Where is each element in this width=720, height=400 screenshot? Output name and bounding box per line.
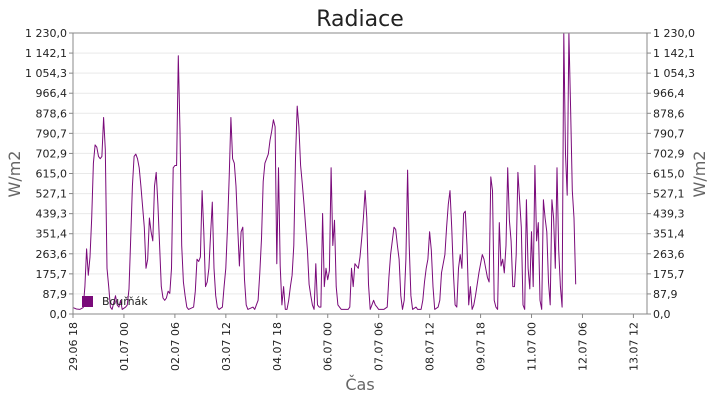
x-axis: 29.06 18 01.07 00 02.07 06 03.07 12 04.07 18…: [67, 314, 640, 371]
x-tick-label: 01.07 00: [118, 322, 131, 371]
y-tick-label-right: 263,6: [653, 248, 685, 261]
legend-swatch: [82, 296, 93, 307]
x-tick-label: 13.07 12: [627, 322, 640, 371]
y-tick-label-right: 175,7: [653, 268, 685, 281]
y-tick-label-right: 1 230,0: [653, 27, 695, 40]
y-tick-label-right: 87,9: [653, 288, 678, 301]
legend-label: Bouřňák: [102, 295, 148, 308]
y-tick-label: 1 142,1: [25, 47, 67, 60]
x-axis-title: Čas: [345, 375, 374, 394]
y-tick-label: 1 230,0: [25, 27, 67, 40]
y-tick-label: 0,0: [50, 308, 68, 321]
x-tick-label: 03.07 12: [220, 322, 233, 371]
x-tick-label: 09.07 18: [475, 322, 488, 371]
y-tick-label: 878,6: [36, 107, 68, 120]
x-tick-label: 12.07 06: [576, 322, 589, 371]
x-tick-label: 02.07 06: [169, 322, 182, 371]
y-axis-title-left: W/m2: [5, 151, 24, 198]
y-tick-label: 702,9: [36, 147, 68, 160]
y-tick-label-right: 527,1: [653, 188, 685, 201]
y-tick-label-right: 439,3: [653, 208, 685, 221]
x-tick-label: 08.07 12: [424, 322, 437, 371]
y-tick-label-right: 878,6: [653, 107, 685, 120]
x-tick-label: 04.07 18: [271, 322, 284, 371]
y-tick-label: 439,3: [36, 208, 68, 221]
y-tick-label-right: 1 054,3: [653, 67, 695, 80]
legend: Bouřňák: [82, 295, 148, 308]
y-tick-label-right: 966,4: [653, 87, 685, 100]
x-tick-label: 06.07 00: [322, 322, 335, 371]
y-tick-label: 87,9: [43, 288, 68, 301]
x-tick-label: 29.06 18: [67, 322, 80, 371]
y-tick-label-right: 351,4: [653, 228, 685, 241]
y-axis-title-right: W/m2: [690, 151, 709, 198]
y-tick-label: 1 054,3: [25, 67, 67, 80]
y-axis-right: 0,0 87,9 175,7 263,6 351,4 439,3 527,1 615,0 702…: [647, 27, 695, 321]
y-tick-label: 527,1: [36, 188, 68, 201]
grid-lines: [73, 52, 647, 295]
y-axis-left: 0,0 87,9 175,7 263,6 351,4 439,3 527,1 615,0 702…: [25, 27, 73, 321]
y-tick-label: 966,4: [36, 87, 68, 100]
chart-title: Radiace: [316, 7, 403, 32]
series-layer: [72, 32, 577, 310]
y-tick-label: 615,0: [36, 168, 68, 181]
x-tick-label: 07.07 06: [373, 322, 386, 371]
y-tick-label-right: 702,9: [653, 147, 685, 160]
y-tick-label-right: 615,0: [653, 168, 685, 181]
y-tick-label: 175,7: [36, 268, 68, 281]
series-line: [72, 32, 577, 310]
y-tick-label: 351,4: [36, 228, 68, 241]
y-tick-label-right: 790,7: [653, 127, 685, 140]
y-tick-label: 263,6: [36, 248, 68, 261]
y-tick-label: 790,7: [36, 127, 68, 140]
y-tick-label-right: 0,0: [653, 308, 671, 321]
y-tick-label-right: 1 142,1: [653, 47, 695, 60]
x-tick-label: 11.07 00: [526, 322, 539, 371]
